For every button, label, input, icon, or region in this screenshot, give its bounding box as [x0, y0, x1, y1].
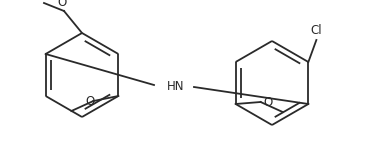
Text: Cl: Cl: [311, 24, 322, 37]
Text: O: O: [57, 0, 67, 9]
Text: HN: HN: [167, 80, 184, 93]
Text: O: O: [264, 95, 273, 108]
Text: O: O: [86, 95, 95, 108]
